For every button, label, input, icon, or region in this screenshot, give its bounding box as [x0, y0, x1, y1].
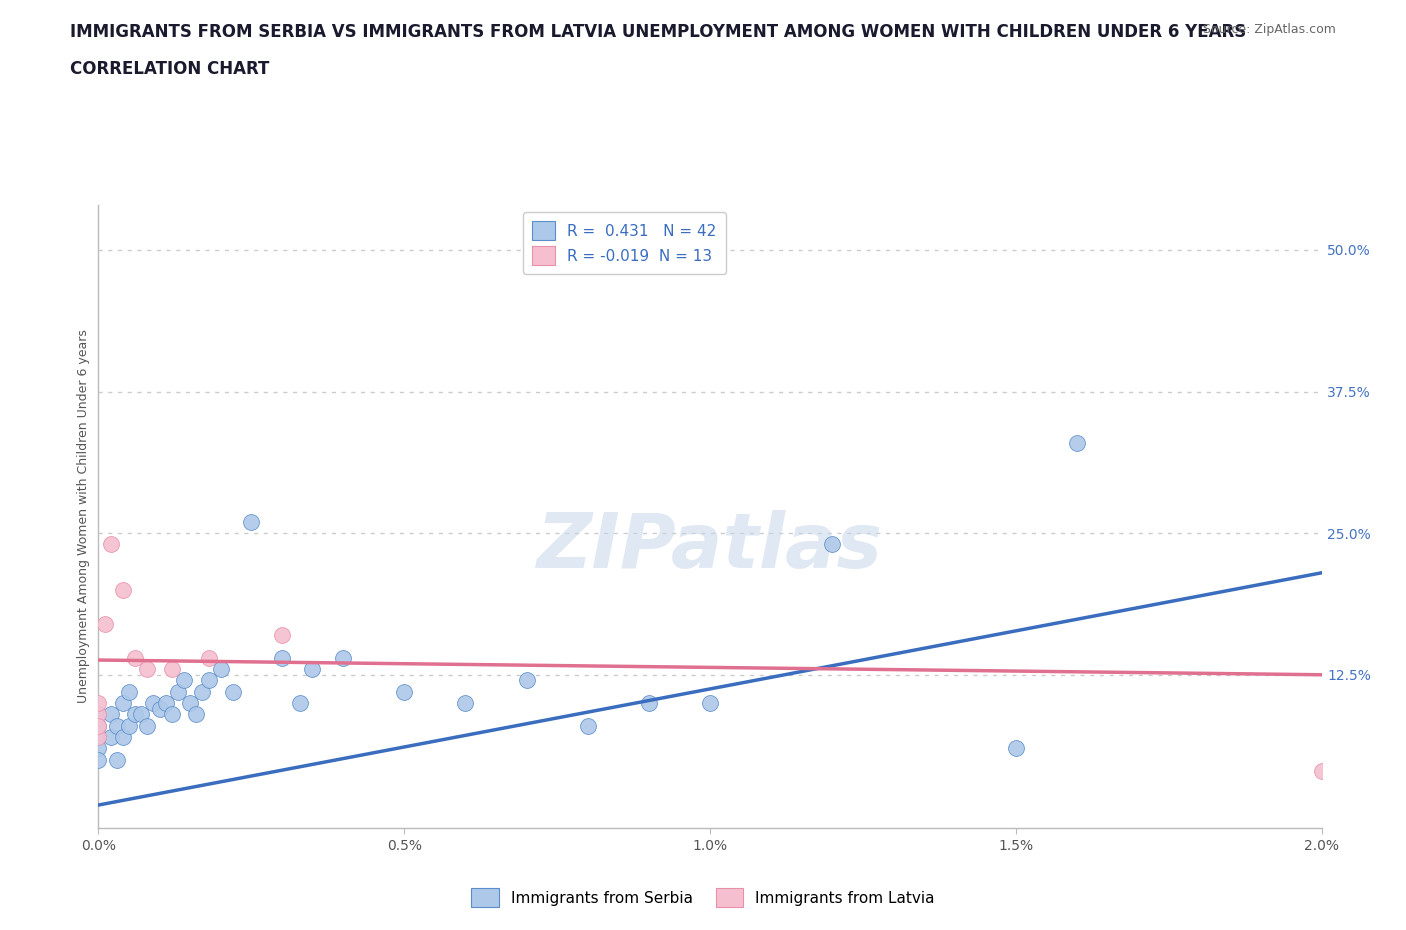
Point [179, 696, 201, 711]
Point [124, 650, 146, 665]
Point [637, 696, 661, 711]
Legend: R =  0.431   N = 42, R = -0.019  N = 13: R = 0.431 N = 42, R = -0.019 N = 13 [523, 212, 725, 274]
Point [118, 684, 141, 699]
Point [87, 696, 110, 711]
Point [87, 707, 110, 722]
Point [821, 537, 844, 551]
Point [129, 707, 152, 722]
Point [699, 696, 721, 711]
Point [392, 684, 416, 699]
Point [1066, 435, 1088, 450]
Point [87, 730, 110, 745]
Point [105, 718, 128, 733]
Y-axis label: Unemployment Among Women with Children Under 6 years: Unemployment Among Women with Children U… [77, 329, 90, 703]
Point [155, 696, 177, 711]
Point [87, 741, 110, 756]
Point [87, 718, 110, 733]
Point [111, 582, 134, 597]
Point [142, 696, 165, 711]
Point [191, 684, 214, 699]
Text: ZIPatlas: ZIPatlas [537, 511, 883, 584]
Point [100, 730, 122, 745]
Point [118, 718, 141, 733]
Point [87, 707, 110, 722]
Point [1004, 741, 1026, 756]
Text: IMMIGRANTS FROM SERBIA VS IMMIGRANTS FROM LATVIA UNEMPLOYMENT AMONG WOMEN WITH C: IMMIGRANTS FROM SERBIA VS IMMIGRANTS FRO… [70, 23, 1247, 41]
Point [222, 684, 245, 699]
Point [87, 730, 110, 745]
Point [136, 661, 159, 676]
Text: Source: ZipAtlas.com: Source: ZipAtlas.com [1202, 23, 1336, 36]
Text: CORRELATION CHART: CORRELATION CHART [70, 60, 270, 78]
Point [240, 514, 263, 529]
Point [186, 707, 208, 722]
Point [209, 661, 232, 676]
Point [100, 707, 122, 722]
Point [197, 650, 219, 665]
Point [124, 707, 146, 722]
Point [160, 707, 183, 722]
Point [516, 673, 538, 688]
Point [576, 718, 599, 733]
Point [87, 718, 110, 733]
Point [454, 696, 477, 711]
Point [93, 617, 115, 631]
Point [149, 701, 172, 716]
Point [111, 730, 134, 745]
Point [136, 718, 159, 733]
Point [301, 661, 323, 676]
Point [87, 752, 110, 767]
Point [270, 628, 294, 643]
Point [270, 650, 294, 665]
Point [160, 661, 183, 676]
Legend: Immigrants from Serbia, Immigrants from Latvia: Immigrants from Serbia, Immigrants from … [465, 883, 941, 913]
Point [167, 684, 190, 699]
Point [105, 752, 128, 767]
Point [111, 696, 134, 711]
Point [1310, 764, 1333, 778]
Point [332, 650, 354, 665]
Point [173, 673, 195, 688]
Point [100, 537, 122, 551]
Point [197, 673, 219, 688]
Point [290, 696, 312, 711]
